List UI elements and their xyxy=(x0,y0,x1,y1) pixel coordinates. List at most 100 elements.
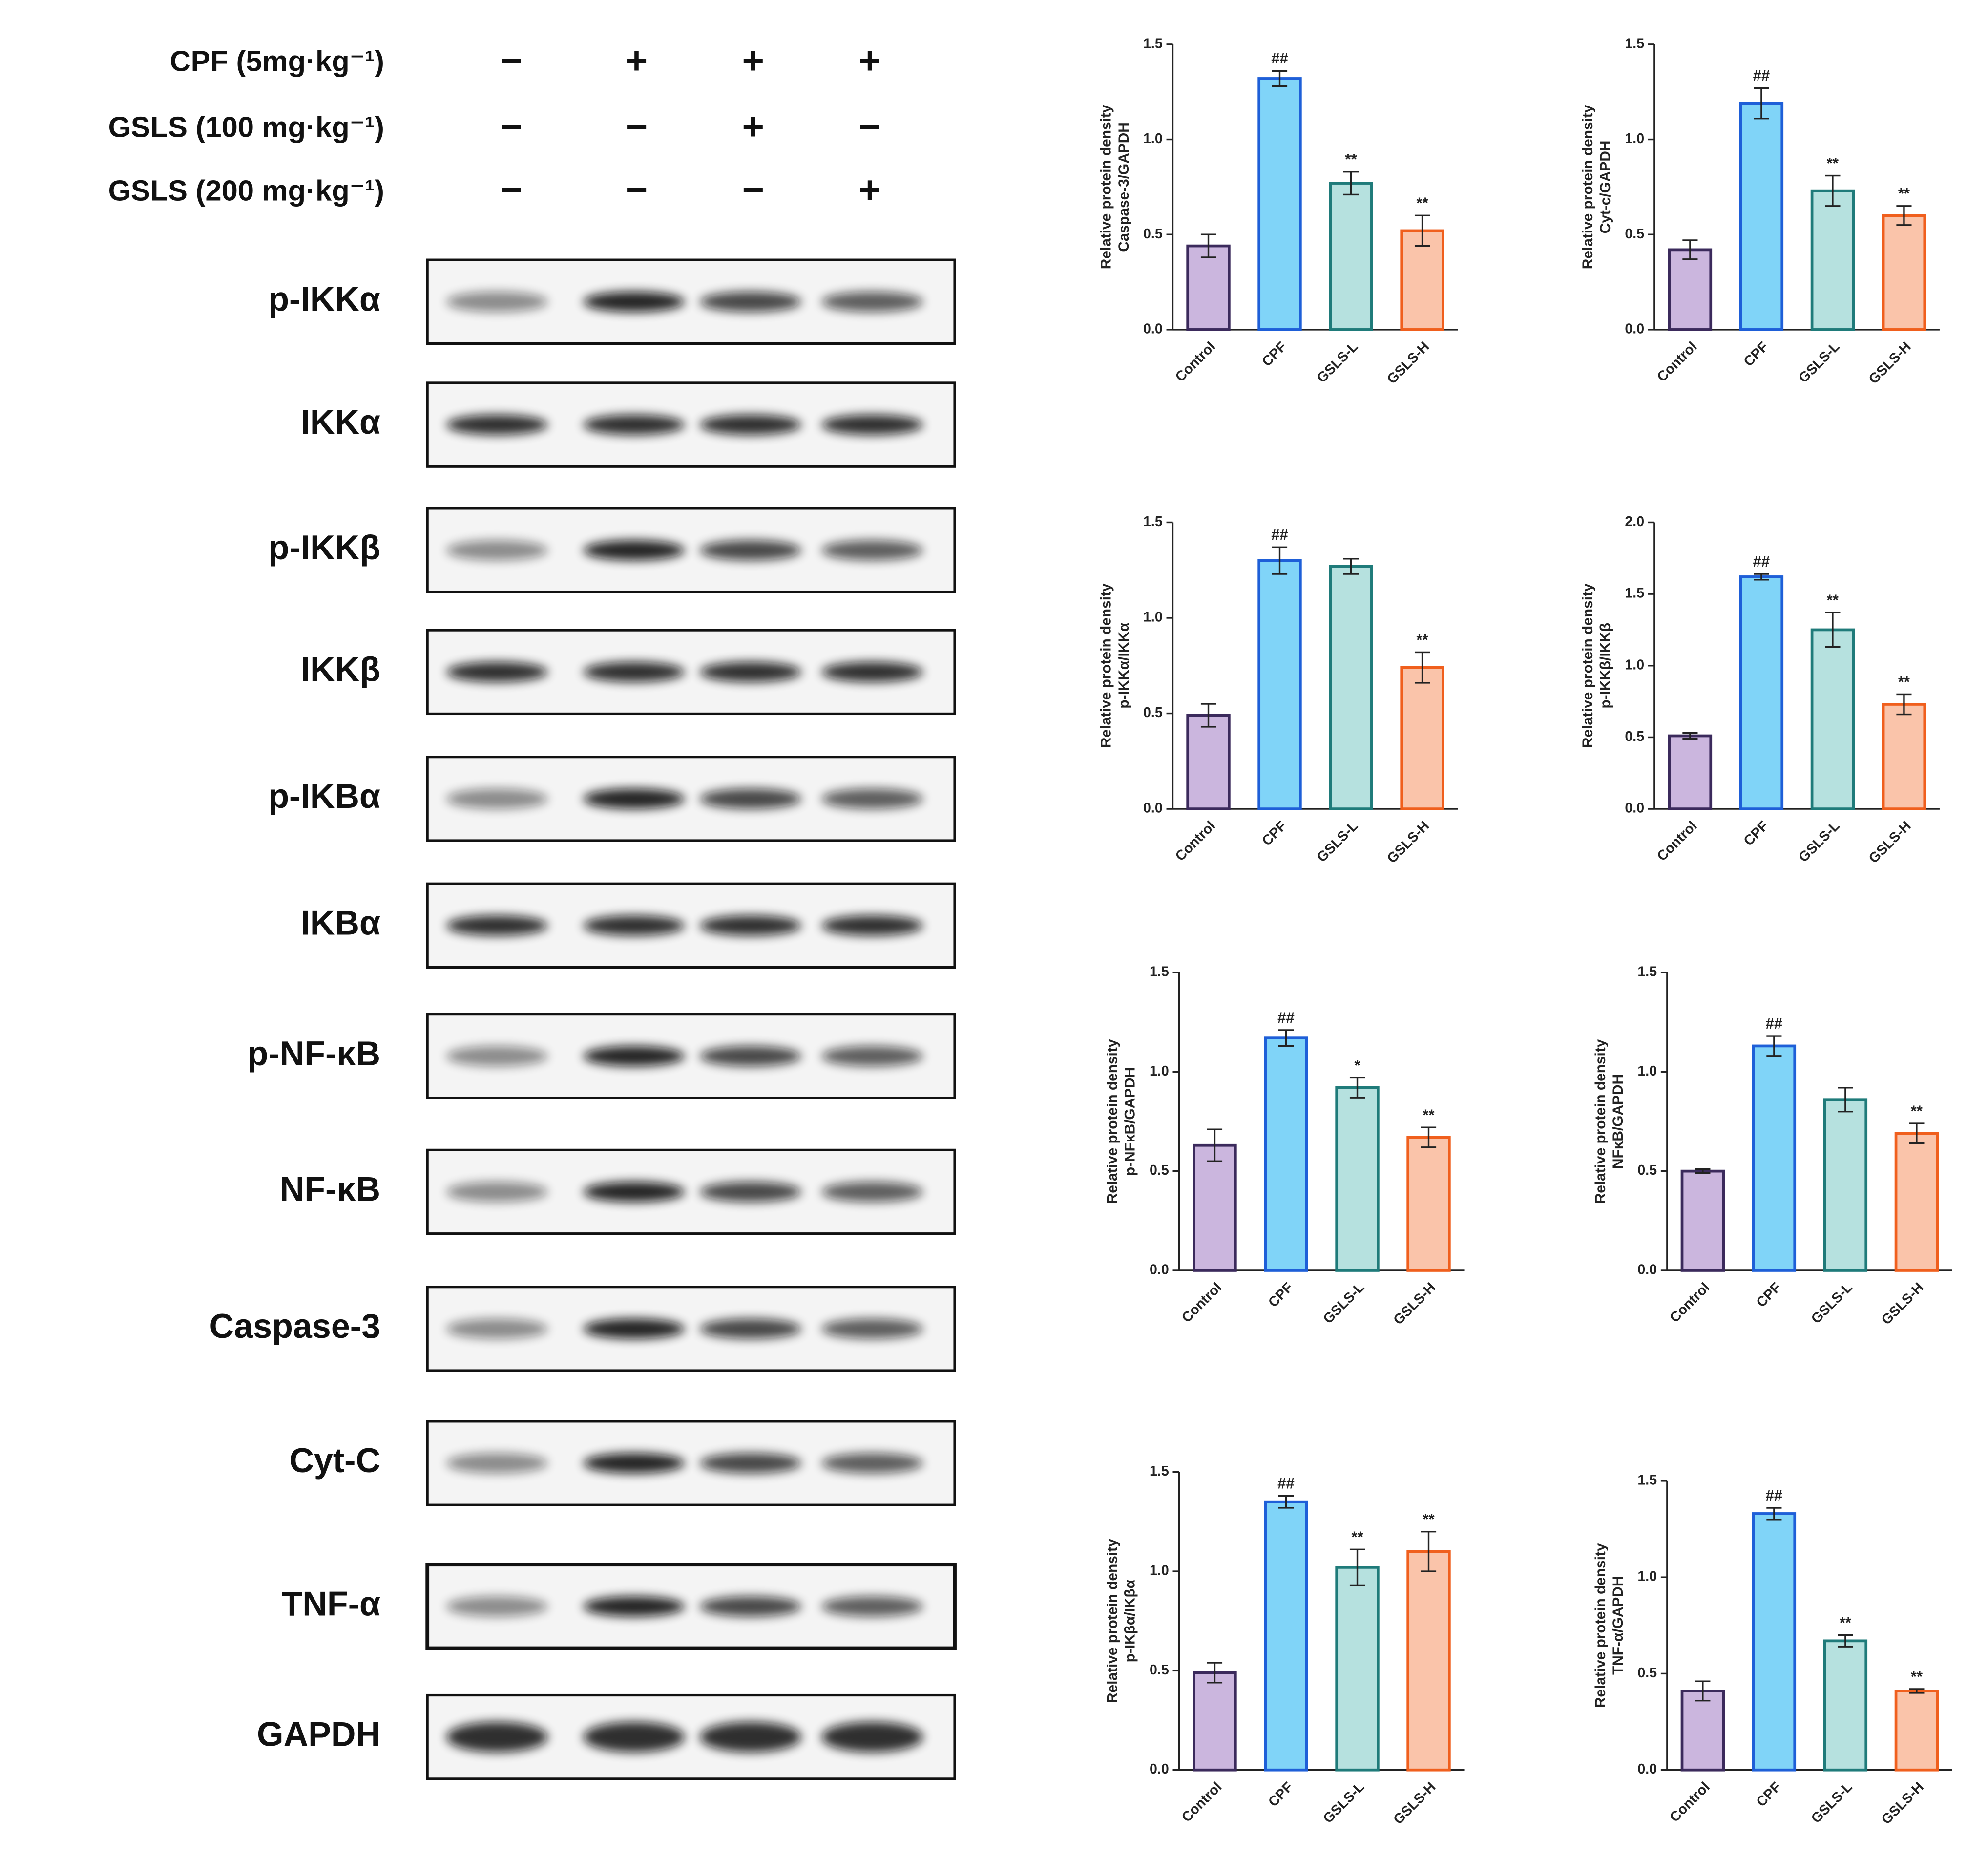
bar xyxy=(1264,1036,1308,1272)
bar xyxy=(1668,734,1713,810)
y-tick-label: 0.5 xyxy=(1637,1162,1657,1178)
significance-label: ** xyxy=(1345,151,1357,168)
treatment-sign: − xyxy=(858,105,880,148)
blot-strip xyxy=(426,1013,956,1099)
y-tick-label: 1.5 xyxy=(1625,36,1644,51)
error-bar xyxy=(1272,70,1288,87)
y-tick-label: 1.5 xyxy=(1143,36,1163,51)
y-tick-label: 0.0 xyxy=(1150,1761,1169,1777)
significance-label: ** xyxy=(1416,194,1428,211)
protein-label: p-IKKα xyxy=(268,280,380,318)
y-tick-label: 1.0 xyxy=(1143,131,1163,147)
blot-strip xyxy=(426,629,956,716)
blot-band xyxy=(700,1318,801,1339)
protein-label: TNF-α xyxy=(282,1585,381,1623)
bar xyxy=(1257,559,1302,810)
x-tick-label: CPF xyxy=(1754,1280,1784,1310)
protein-label: Caspase-3 xyxy=(209,1307,381,1345)
blot-band xyxy=(821,540,923,561)
significance-label: ** xyxy=(1827,154,1839,171)
blot-band xyxy=(700,1182,801,1202)
treatment-label: CPF (5mg·kg⁻¹) xyxy=(170,45,384,78)
error-bar xyxy=(1278,1029,1294,1047)
y-axis-label: Relative protein density xyxy=(1104,1539,1120,1703)
blot-band xyxy=(583,1453,685,1474)
protein-label: GAPDH xyxy=(257,1715,380,1754)
significance-label: ## xyxy=(1766,1015,1783,1032)
x-tick-label: GSLS-L xyxy=(1314,339,1361,386)
blot-band xyxy=(700,292,801,312)
treatment-sign: + xyxy=(626,39,648,82)
blot-band xyxy=(821,414,923,435)
blot-band xyxy=(446,1046,548,1067)
y-axis-label: Relative protein density xyxy=(1098,105,1114,269)
bar xyxy=(1257,77,1302,331)
y-tick-label: 1.0 xyxy=(1143,610,1163,625)
treatment-sign: − xyxy=(626,105,648,148)
error-bar xyxy=(1200,703,1216,728)
significance-label: ## xyxy=(1753,67,1770,84)
y-axis-label: Relative protein density xyxy=(1592,1543,1609,1708)
significance-label: ## xyxy=(1753,553,1770,570)
blot-band xyxy=(700,414,801,435)
y-axis-label: Relative protein density xyxy=(1580,583,1596,748)
bar xyxy=(1668,248,1713,331)
treatment-label: GSLS (100 mg·kg⁻¹) xyxy=(108,111,384,144)
x-tick-label: Control xyxy=(1667,1280,1713,1326)
error-bar xyxy=(1207,1662,1223,1684)
bar-chart: 0.0 0.5 1.0 1.5 Relative protein density p-IK… xyxy=(1104,1463,1465,1827)
x-tick-label: CPF xyxy=(1265,1779,1296,1810)
blot-band xyxy=(583,1596,685,1617)
significance-label: * xyxy=(1354,1057,1360,1074)
blot-band xyxy=(700,915,801,936)
blot-band xyxy=(446,414,548,435)
error-bar xyxy=(1766,1035,1782,1057)
bar-chart: 0.0 0.5 1.0 1.5 Relative protein density p-NF… xyxy=(1104,964,1465,1328)
bar xyxy=(1400,229,1444,331)
treatment-sign: − xyxy=(500,39,522,82)
bar xyxy=(1810,189,1855,331)
error-bar xyxy=(1766,1507,1782,1521)
y-tick-label: 1.5 xyxy=(1637,1472,1657,1488)
x-tick-label: GSLS-L xyxy=(1796,339,1843,386)
bar xyxy=(1882,214,1926,331)
significance-label: ## xyxy=(1277,1475,1295,1492)
error-bar xyxy=(1343,558,1359,575)
x-tick-label: GSLS-L xyxy=(1314,818,1361,866)
significance-label: ** xyxy=(1911,1668,1923,1685)
blot-band xyxy=(700,661,801,682)
y-tick-label: 0.5 xyxy=(1150,1162,1169,1178)
bar xyxy=(1739,575,1784,810)
error-bar xyxy=(1414,651,1430,684)
blot-band xyxy=(583,1722,685,1753)
blot-band xyxy=(583,1046,685,1067)
error-bar xyxy=(1421,1126,1437,1148)
bar xyxy=(1406,1136,1451,1272)
bar xyxy=(1400,666,1444,810)
x-tick-label: GSLS-L xyxy=(1796,818,1843,866)
y-tick-label: 0.5 xyxy=(1150,1662,1169,1678)
error-bar xyxy=(1896,693,1912,716)
bar xyxy=(1894,1690,1939,1772)
bar xyxy=(1752,1512,1797,1772)
blot-strip xyxy=(426,882,956,969)
bar xyxy=(1810,628,1855,810)
error-bar xyxy=(1896,205,1912,226)
treatment-sign: − xyxy=(500,169,522,211)
blot-band xyxy=(821,915,923,936)
treatment-sign: − xyxy=(742,169,764,211)
bar xyxy=(1406,1550,1451,1772)
x-tick-label: Control xyxy=(1667,1779,1713,1825)
blot-band xyxy=(583,292,685,312)
x-tick-label: Control xyxy=(1654,818,1700,864)
x-tick-label: Control xyxy=(1179,1779,1225,1825)
significance-label: ## xyxy=(1277,1009,1295,1026)
treatment-sign: + xyxy=(858,39,880,82)
protein-label: IKBα xyxy=(300,904,380,942)
treatment-sign: + xyxy=(742,105,764,148)
y-axis-label: p-IKβα/IKβα xyxy=(1122,1579,1138,1662)
bar-chart: 0.0 0.5 1.0 1.5 2.0 Relative protein density p… xyxy=(1580,514,1940,867)
y-tick-label: 0.5 xyxy=(1637,1665,1657,1681)
error-bar xyxy=(1909,1122,1925,1144)
